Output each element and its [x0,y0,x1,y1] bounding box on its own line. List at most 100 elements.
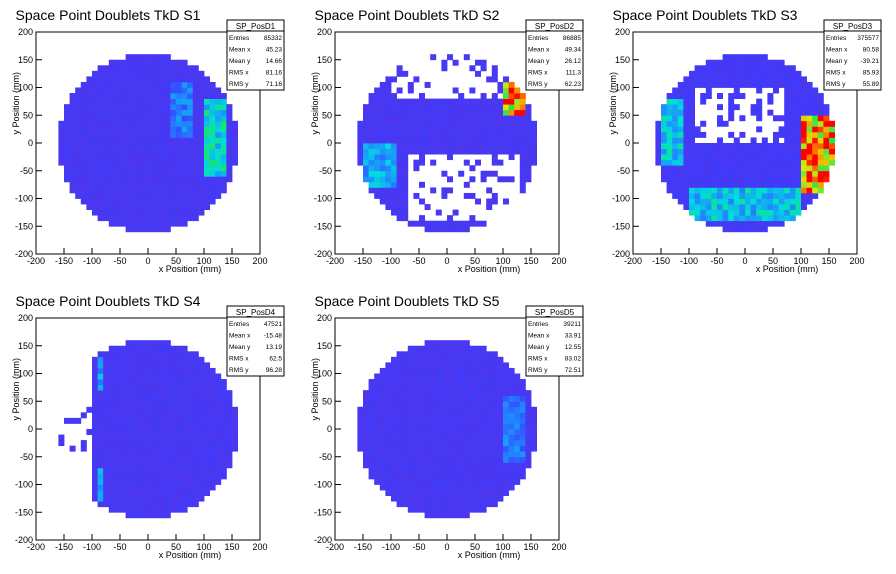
heatmap-cell [92,429,98,435]
heatmap-cell [812,154,819,161]
heatmap-cell [125,226,132,233]
heatmap-cell [220,159,227,166]
heatmap-cell [374,379,381,385]
heatmap-cell [198,467,205,474]
heatmap-cell [148,390,154,397]
heatmap-cell [661,131,667,138]
heatmap-cell [430,131,437,138]
heatmap-cell [363,451,369,458]
heatmap-cell [469,445,476,452]
heatmap-cell [204,81,210,88]
heatmap-cell [424,440,431,447]
heatmap-cell [683,154,690,161]
x-tick-label: -200 [27,256,45,266]
heatmap-cell [385,362,392,369]
heatmap-cell [739,176,746,183]
heatmap-cell [672,154,679,161]
heatmap-cell [778,115,785,122]
heatmap-cell [131,220,138,227]
heatmap-cell [103,445,110,452]
heatmap-cell [363,429,369,435]
heatmap-cell [396,176,403,183]
heatmap-cell [192,401,199,408]
heatmap-cell [739,198,746,205]
heatmap-cell [103,478,110,485]
heatmap-cell [503,120,509,127]
heatmap-cell [756,126,763,133]
heatmap-cell [170,412,177,419]
heatmap-cell [806,192,813,199]
heatmap-cell [469,176,476,183]
heatmap-cell [204,467,210,474]
heatmap-cell [153,137,160,144]
heatmap-cell [817,109,824,116]
heatmap-cell [69,154,76,161]
heatmap-cell [136,473,143,480]
heatmap-cell [491,440,498,447]
heatmap-cell [192,473,199,480]
heatmap-cell [159,473,166,480]
heatmap-cell [435,367,442,374]
heatmap-cell [176,109,182,116]
heatmap-cell [379,115,386,122]
heatmap-cell [385,412,392,419]
heatmap-cell [402,362,409,369]
heatmap-cell [114,417,121,424]
heatmap-cell [142,478,149,485]
heatmap-cell [508,417,515,424]
heatmap-cell [469,401,476,408]
heatmap-cell [430,148,437,155]
heatmap-cell [812,187,819,194]
heatmap-cell [413,506,420,513]
heatmap-cell [159,81,166,88]
heatmap-cell [486,423,493,430]
heatmap-cell [452,87,459,94]
heatmap-cell [176,362,182,369]
heatmap-cell [159,345,166,352]
heatmap-cell [531,137,537,144]
heatmap-cell [108,490,115,496]
heatmap-cell [806,198,813,205]
heatmap-cell [480,501,487,508]
heatmap-cell [170,220,177,227]
heatmap-cell [700,98,707,105]
heatmap-cell [480,109,487,116]
heatmap-cell [374,181,381,188]
heatmap-cell [717,143,723,149]
heatmap-cell [170,81,177,88]
heatmap-cell [75,159,82,166]
heatmap-cell [396,367,403,374]
heatmap-cell [767,204,774,210]
heatmap-cell [363,109,369,116]
heatmap-cell [114,401,121,408]
heatmap-cell [402,423,409,430]
heatmap-cell [357,429,364,435]
heatmap-cell [176,440,182,447]
heatmap-cell [491,495,498,502]
heatmap-cell [435,373,442,380]
heatmap-cell [374,126,381,133]
heatmap-cell [711,165,718,172]
heatmap-cell [491,137,498,144]
heatmap-cell [519,434,526,441]
heatmap-cell [733,215,740,222]
heatmap-cell [136,131,143,138]
heatmap-cell [458,390,465,397]
heatmap-cell [424,451,431,458]
heatmap-cell [215,148,222,155]
heatmap-cell [750,154,757,161]
heatmap-cell [170,109,177,116]
heatmap-cell [661,148,667,155]
heatmap-cell [391,187,397,194]
heatmap-cell [396,412,403,419]
heatmap-cell [374,148,381,155]
heatmap-cell [142,215,149,222]
heatmap-cell [463,384,470,391]
heatmap-cell [441,473,448,480]
heatmap-cell [164,104,171,111]
heatmap-cell [441,467,448,474]
heatmap-cell [187,423,194,430]
heatmap-cell [58,148,65,155]
heatmap-cell [469,115,476,122]
heatmap-cell [463,131,470,138]
